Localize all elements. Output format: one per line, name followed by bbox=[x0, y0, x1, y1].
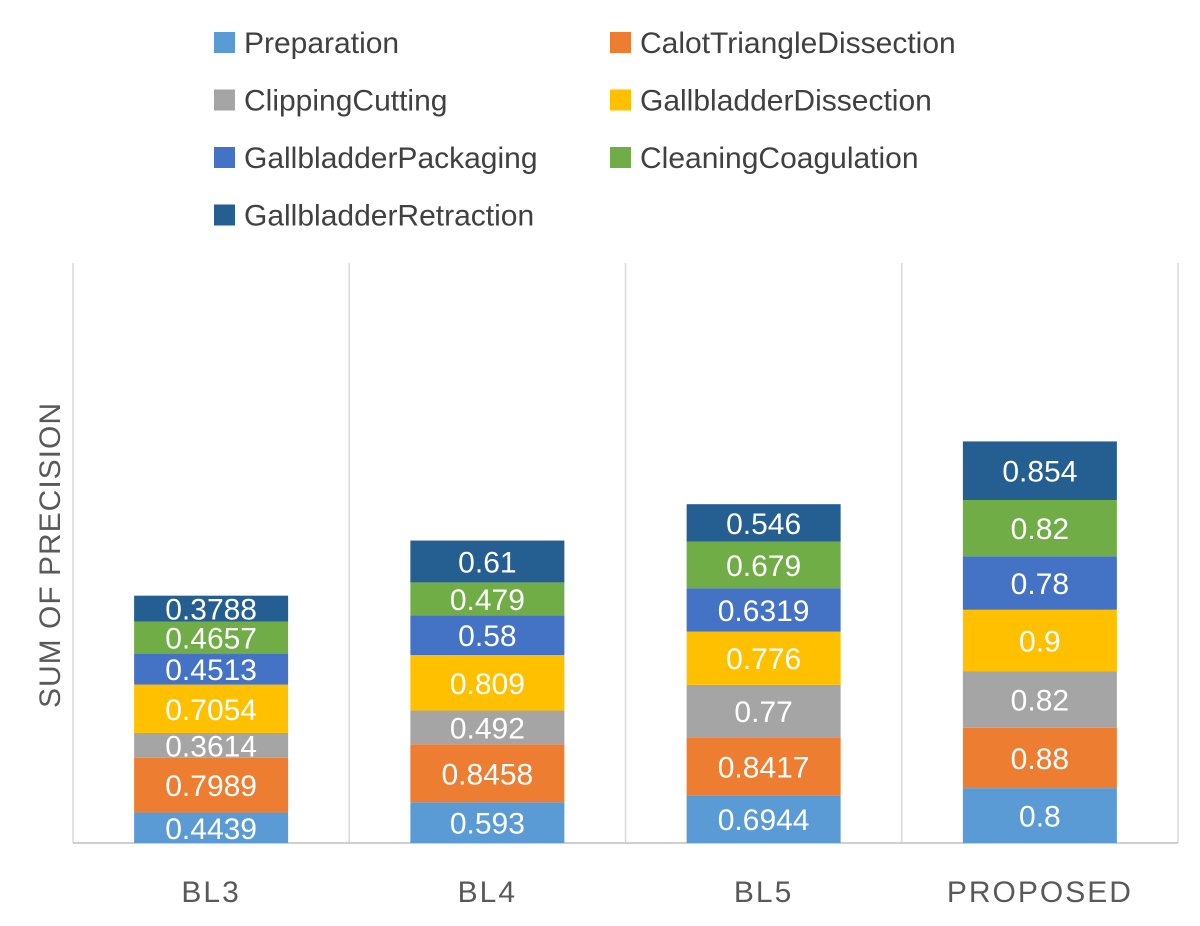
bar-segment-calottriangledissection bbox=[134, 757, 289, 813]
legend-label: GallbladderPackaging bbox=[244, 142, 538, 175]
legend-swatch bbox=[214, 147, 235, 168]
data-label: 0.8 bbox=[1019, 801, 1061, 834]
bar-segment-calottriangledissection bbox=[410, 744, 565, 803]
bar-segment-gallbladderdissection bbox=[686, 631, 841, 685]
data-label: 0.82 bbox=[1011, 685, 1069, 718]
bar-segment-gallbladderretraction bbox=[410, 540, 565, 583]
data-label: 0.776 bbox=[726, 643, 801, 676]
legend-item-gallbladderretraction: GallbladderRetraction bbox=[214, 200, 534, 233]
bar-segment-preparation bbox=[410, 802, 565, 843]
data-label: 0.593 bbox=[450, 808, 525, 841]
x-tick-label: BL4 bbox=[458, 876, 517, 909]
bar-segment-gallbladderdissection bbox=[410, 655, 565, 711]
legend-item-cleaningcoagulation: CleaningCoagulation bbox=[610, 142, 919, 175]
data-label: 0.82 bbox=[1011, 513, 1069, 546]
legend-label: Preparation bbox=[244, 27, 399, 60]
bar-segment-calottriangledissection bbox=[686, 737, 841, 796]
data-label: 0.4439 bbox=[165, 813, 257, 846]
bar-segment-gallbladderdissection bbox=[962, 609, 1117, 672]
legend-label: ClippingCutting bbox=[244, 85, 447, 118]
legend-swatch bbox=[610, 89, 631, 111]
data-label: 0.8458 bbox=[441, 758, 533, 791]
x-tick-label: BL5 bbox=[734, 876, 793, 909]
legend-swatch bbox=[214, 204, 235, 226]
legend-item-preparation: Preparation bbox=[214, 27, 399, 60]
legend-swatch bbox=[610, 147, 631, 168]
data-label: 0.58 bbox=[458, 620, 516, 653]
bar-segment-calottriangledissection bbox=[962, 727, 1117, 789]
bar-segment-gallbladderretraction bbox=[962, 441, 1117, 500]
legend-item-calottriangledissection: CalotTriangleDissection bbox=[610, 27, 956, 60]
data-label: 0.6319 bbox=[718, 595, 810, 628]
bar-segment-clippingcutting bbox=[962, 671, 1117, 728]
data-label: 0.9 bbox=[1019, 626, 1061, 659]
x-tick-label: BL3 bbox=[181, 876, 240, 909]
legend: Preparation CalotTriangleDissection Clippi… bbox=[214, 27, 956, 233]
data-label: 0.3788 bbox=[165, 594, 257, 627]
bar-segment-clippingcutting bbox=[410, 710, 565, 745]
bar-segment-cleaningcoagulation bbox=[962, 500, 1117, 557]
data-label: 0.61 bbox=[458, 546, 516, 579]
legend-item-clippingcutting: ClippingCutting bbox=[214, 85, 447, 118]
legend-label: GallbladderDissection bbox=[640, 85, 932, 118]
data-label: 0.88 bbox=[1011, 743, 1069, 776]
y-axis-label: SUM OF PRECISION bbox=[34, 402, 67, 708]
data-label: 0.546 bbox=[726, 508, 801, 541]
bar-segment-cleaningcoagulation bbox=[410, 582, 565, 616]
bar-segment-gallbladderpackaging bbox=[134, 653, 289, 685]
data-label: 0.8417 bbox=[718, 751, 810, 784]
data-label: 0.679 bbox=[726, 550, 801, 583]
data-label: 0.77 bbox=[734, 696, 792, 729]
bar-segment-gallbladderretraction bbox=[134, 595, 289, 622]
bar-segment-clippingcutting bbox=[134, 732, 289, 758]
legend-label: CleaningCoagulation bbox=[640, 142, 919, 175]
bar-segment-cleaningcoagulation bbox=[686, 541, 841, 589]
bar-stack-bl4: 0.593 0.8458 0.492 0.809 0.580.479 0.61 bbox=[410, 540, 565, 843]
data-label: 0.3614 bbox=[165, 730, 257, 763]
legend-swatch bbox=[214, 89, 235, 111]
data-label: 0.7054 bbox=[165, 694, 257, 727]
bar-segment-preparation bbox=[962, 788, 1117, 843]
bar-stack-proposed: 0.8 0.88 0.82 0.9 0.78 0.82 0.854 bbox=[962, 441, 1117, 843]
data-label: 0.492 bbox=[450, 712, 525, 745]
legend-label: GallbladderRetraction bbox=[244, 200, 534, 233]
data-label: 0.809 bbox=[450, 668, 525, 701]
data-label: 0.6944 bbox=[718, 804, 810, 837]
legend-swatch bbox=[214, 32, 235, 53]
data-label: 0.4657 bbox=[165, 623, 257, 656]
data-label: 0.479 bbox=[450, 584, 525, 617]
data-label: 0.78 bbox=[1011, 568, 1069, 601]
data-label: 0.854 bbox=[1002, 456, 1077, 489]
bar-segment-gallbladderdissection bbox=[134, 684, 289, 733]
bar-segment-gallbladderpackaging bbox=[962, 556, 1117, 610]
x-tick-labels: BL3 BL4 BL5 PROPOSED bbox=[181, 876, 1133, 909]
bar-segment-cleaningcoagulation bbox=[134, 621, 289, 654]
bar-stack-bl5: 0.6944 0.8417 0.77 0.776 0.6319 0.679 0.546 bbox=[686, 504, 841, 843]
category-separators bbox=[72, 263, 1179, 843]
bar-segment-preparation bbox=[686, 795, 841, 843]
bar-segment-preparation bbox=[134, 812, 289, 843]
x-tick-label: PROPOSED bbox=[947, 876, 1133, 909]
legend-item-gallbladderpackaging: GallbladderPackaging bbox=[214, 142, 538, 175]
legend-item-gallbladderdissection: GallbladderDissection bbox=[610, 85, 932, 118]
bar-segment-gallbladderpackaging bbox=[410, 615, 565, 656]
data-label: 0.7989 bbox=[165, 770, 257, 803]
legend-label: CalotTriangleDissection bbox=[640, 27, 956, 60]
data-label: 0.4513 bbox=[165, 654, 257, 687]
bar-segment-clippingcutting bbox=[686, 684, 841, 738]
legend-swatch bbox=[610, 32, 631, 53]
bar-segment-gallbladderpackaging bbox=[686, 588, 841, 632]
bar-segment-gallbladderretraction bbox=[686, 504, 841, 542]
